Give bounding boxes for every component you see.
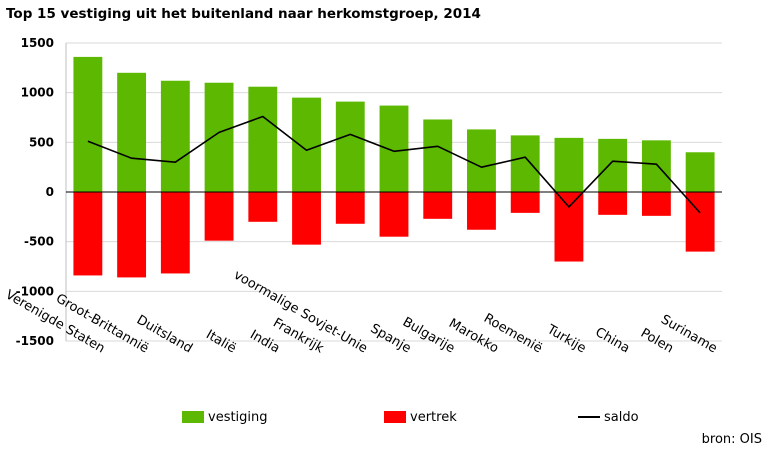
bar-vestiging [423,119,453,192]
bar-vertrek [641,192,671,216]
bar-vertrek [204,192,234,241]
legend-swatch-vestiging [182,411,204,423]
y-tick-label: -1500 [16,334,54,348]
legend-saldo: saldo [578,408,639,426]
bar-vestiging [335,101,365,192]
line-saldo [87,115,701,214]
bar-vertrek [510,192,540,213]
bar-vestiging [467,129,496,192]
bar-vertrek [73,192,103,276]
chart-title: Top 15 vestiging uit het buitenland naar… [6,6,481,22]
bar-vertrek [248,192,278,222]
legend-label-vestiging: vestiging [208,409,268,425]
bar-vertrek [598,192,628,215]
legend-swatch-vertrek [384,411,406,423]
bar-vertrek [423,192,453,219]
bar-vestiging [117,72,147,192]
y-tick-label: 500 [29,135,54,149]
source-note: bron: OIS [701,432,762,447]
legend-vestiging: vestiging [182,408,268,426]
bar-vestiging [73,56,103,193]
y-tick-label: 1500 [21,36,54,50]
bar-vertrek [467,192,496,230]
bar-vestiging [510,135,540,192]
y-tick-label: -500 [24,235,54,249]
bar-vestiging [598,138,628,192]
legend-label-vertrek: vertrek [410,409,457,425]
legend-swatch-saldo [578,416,600,418]
bar-vertrek [117,192,147,278]
legend-vertrek: vertrek [384,408,457,426]
bars [73,56,715,278]
y-tick-label: 1000 [21,86,54,100]
x-tick-label: Turkije [543,322,588,357]
bar-vertrek [292,192,321,245]
y-tick-label: -1000 [16,284,54,298]
y-tick-label: 0 [46,185,54,199]
x-tick-label: Italië [203,327,238,356]
bar-vertrek [554,192,584,262]
bar-vestiging [160,80,190,192]
bar-vestiging [379,105,409,192]
bar-vestiging [204,82,234,192]
bar-vestiging [641,140,671,192]
bar-vertrek [335,192,365,224]
bar-vestiging [554,137,584,192]
bar-vestiging [292,97,321,192]
bar-vestiging [248,86,278,192]
legend-label-saldo: saldo [604,409,639,425]
bar-vertrek [379,192,409,237]
saldo-line-layer [66,115,722,214]
bar-vertrek [160,192,190,274]
bar-vestiging [685,152,715,192]
x-tick-label: China [592,325,632,357]
